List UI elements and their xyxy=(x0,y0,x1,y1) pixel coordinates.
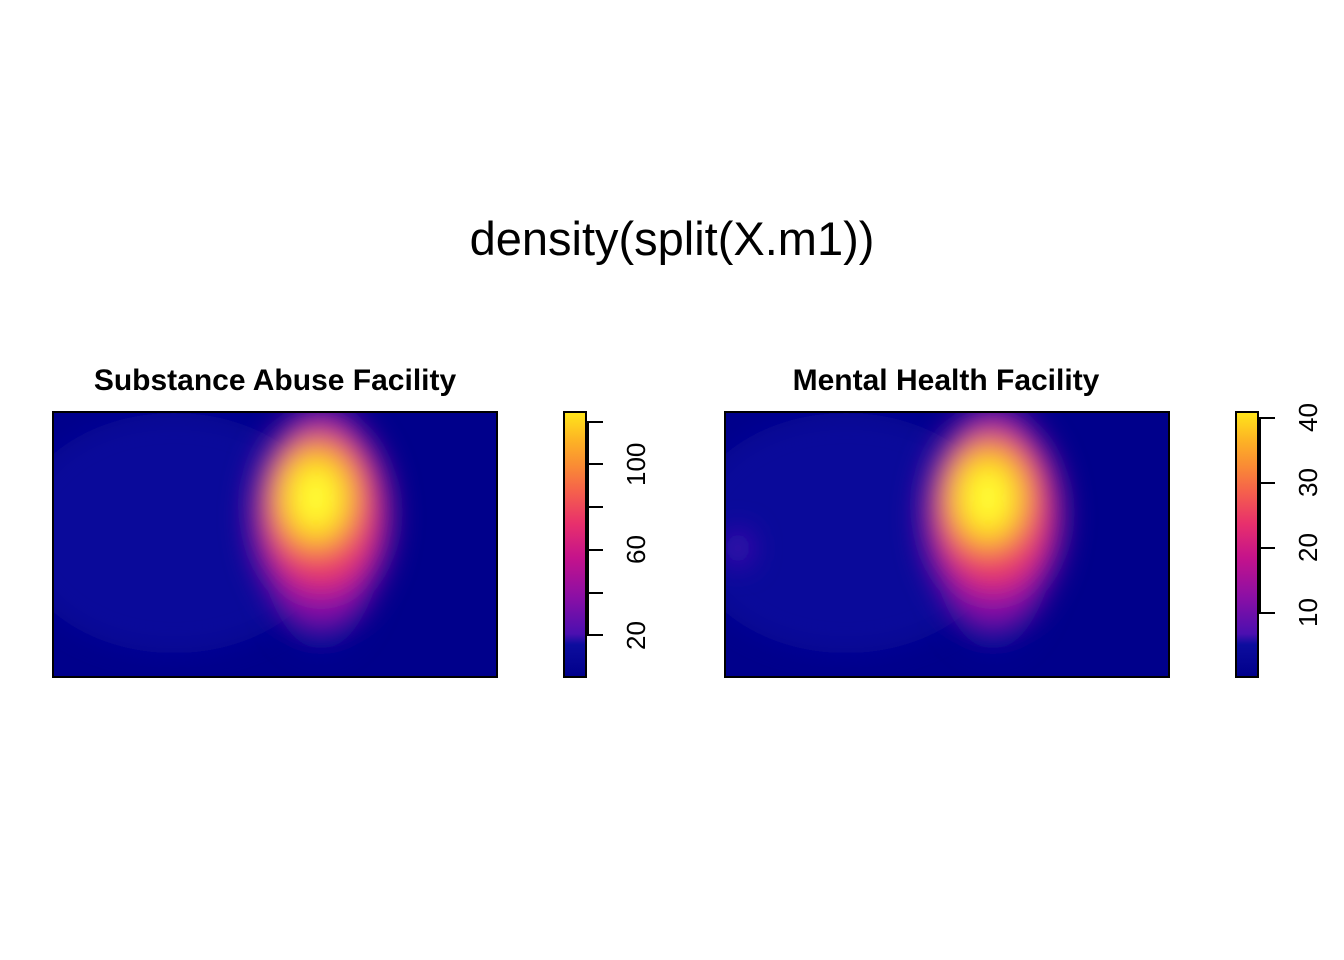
colorbar-axis-line xyxy=(587,421,589,636)
colorbar-tick-label: 60 xyxy=(621,535,651,565)
colorbar-tick xyxy=(1259,481,1275,484)
colorbar-tick-label: 20 xyxy=(621,620,651,650)
colorbar-mental-health xyxy=(1235,411,1259,678)
colorbar-tick-label: 30 xyxy=(1293,468,1323,498)
colorbar-tick-label: 10 xyxy=(1293,598,1323,628)
colorbar-tick-label: 40 xyxy=(1293,403,1323,432)
colorbar-tick xyxy=(1259,611,1275,614)
density-map-mental-health xyxy=(724,411,1170,678)
panel-title-substance-abuse: Substance Abuse Facility xyxy=(93,364,457,397)
density-map-substance-abuse xyxy=(52,411,498,678)
colorbar-tick xyxy=(1259,416,1275,419)
colorbar-tick xyxy=(587,420,603,423)
colorbar-tick xyxy=(587,591,603,594)
colorbar-tick xyxy=(587,634,603,637)
colorbar-tick-label: 20 xyxy=(1293,533,1323,563)
colorbar-tick xyxy=(1259,546,1275,549)
colorbar-axis-line xyxy=(1259,417,1261,613)
colorbar-tick xyxy=(587,463,603,466)
main-title: density(split(X.m1)) xyxy=(469,212,875,265)
colorbar-tick-label: 100 xyxy=(621,442,651,486)
colorbar-tick xyxy=(587,506,603,509)
panel-title-mental-health: Mental Health Facility xyxy=(792,364,1100,397)
colorbar-tick xyxy=(587,548,603,551)
colorbar-substance-abuse xyxy=(563,411,587,678)
